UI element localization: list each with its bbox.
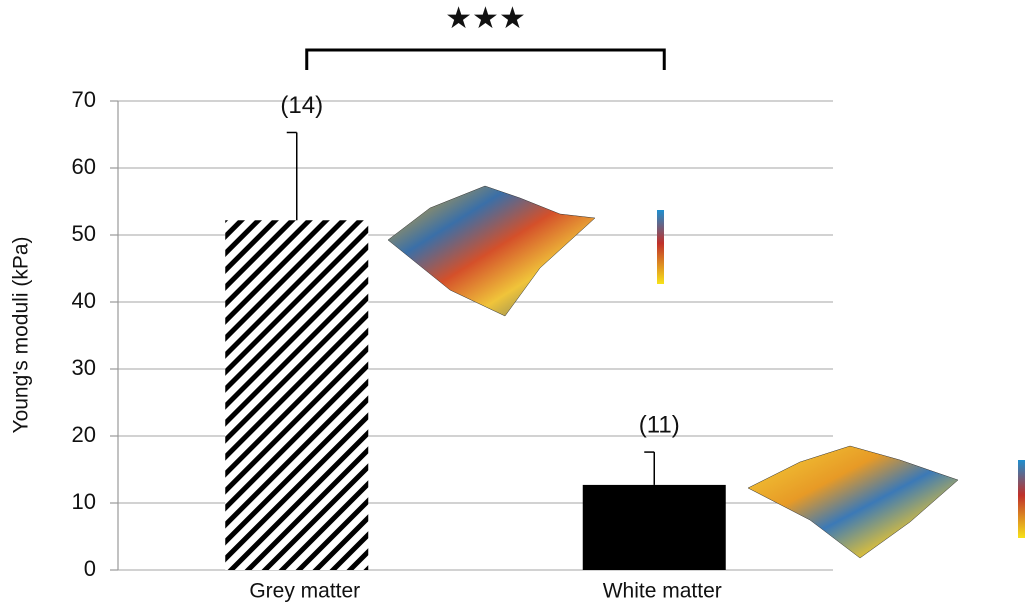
significance-label: ★★★	[445, 2, 526, 35]
y-tick-label: 40	[72, 288, 96, 313]
significance-bracket	[305, 48, 666, 70]
afm-surface-white	[747, 445, 1025, 559]
y-tick-label: 30	[72, 355, 96, 380]
x-tick-label: Grey matter	[249, 580, 360, 603]
y-tick-label: 70	[72, 87, 96, 112]
bar	[582, 484, 726, 570]
sample-size-label: (11)	[639, 411, 680, 438]
y-axis-label: Young's moduli (kPa)	[10, 236, 33, 433]
y-tick-label: 50	[72, 221, 96, 246]
x-tick-label: White matter	[603, 580, 722, 603]
y-tick-label: 10	[72, 489, 96, 514]
bar	[225, 220, 369, 570]
y-tick-label: 60	[72, 154, 96, 179]
plot-area: 0 10 20 30 40 50 60 70 Grey matter (14) White matt…	[72, 2, 833, 603]
sample-size-label: (14)	[280, 92, 323, 119]
y-tick-label: 0	[84, 556, 96, 581]
afm-surface-grey	[387, 185, 664, 317]
y-tick-label: 20	[72, 422, 96, 447]
